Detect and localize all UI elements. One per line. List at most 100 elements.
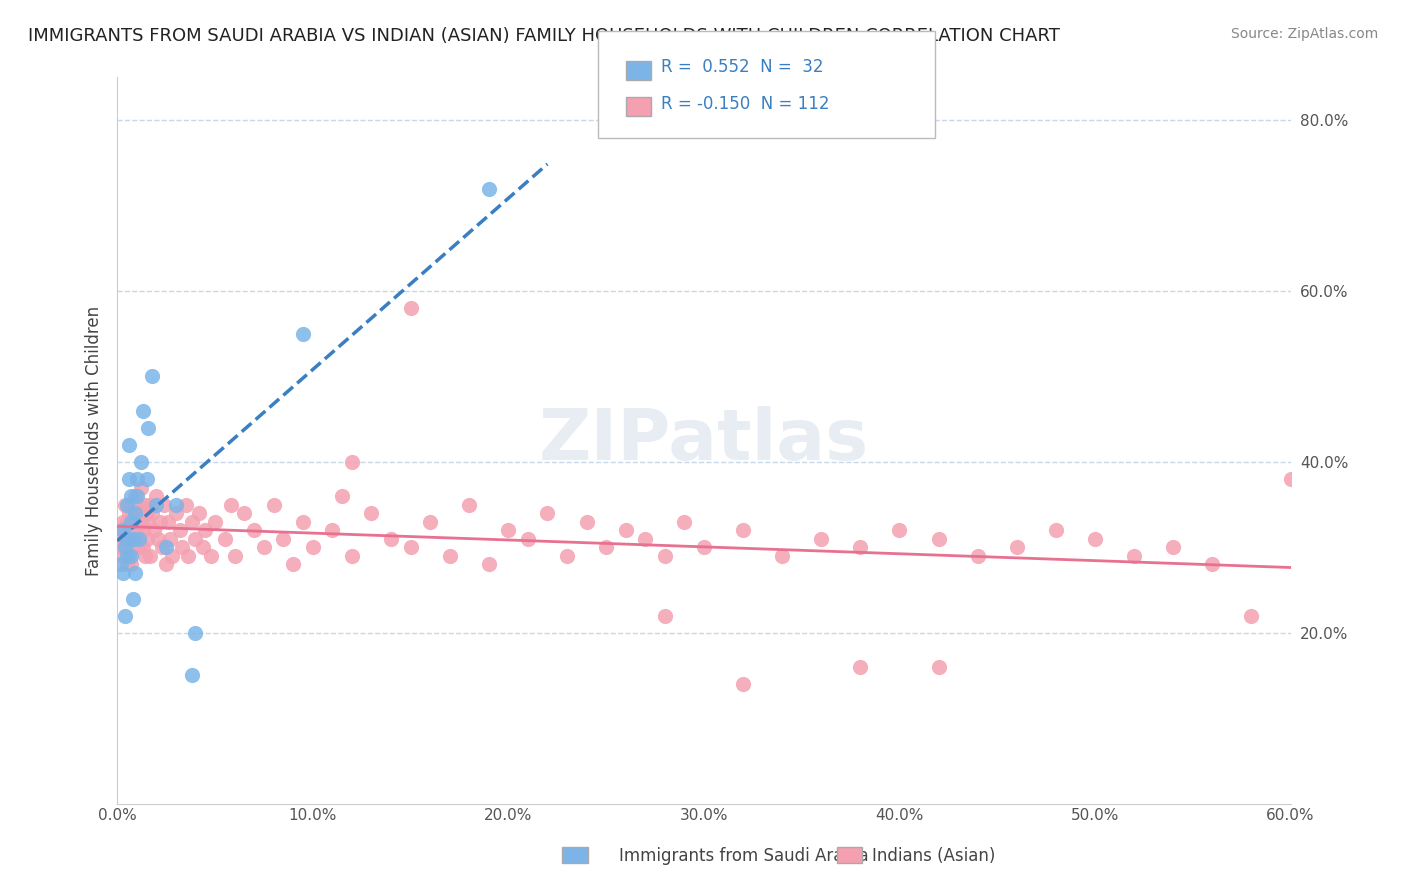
Point — [170, 541, 193, 555]
Point — [169, 523, 191, 537]
Point — [458, 498, 481, 512]
Point — [157, 515, 180, 529]
Point — [131, 523, 153, 537]
Point — [128, 532, 150, 546]
Point — [291, 515, 314, 529]
Point — [188, 506, 211, 520]
Point — [135, 506, 157, 520]
Point — [770, 549, 793, 563]
Point — [1240, 608, 1263, 623]
Point — [155, 541, 177, 555]
Text: Indians (Asian): Indians (Asian) — [872, 847, 995, 865]
Point — [118, 523, 141, 537]
Point — [121, 506, 143, 520]
Point — [165, 506, 187, 520]
Point — [114, 532, 136, 546]
Point — [135, 472, 157, 486]
Point — [112, 515, 135, 529]
Point — [115, 532, 138, 546]
Point — [110, 558, 132, 572]
Point — [112, 523, 135, 537]
Point — [120, 498, 142, 512]
Point — [118, 506, 141, 520]
Point — [478, 558, 501, 572]
Point — [498, 523, 520, 537]
Point — [1201, 558, 1223, 572]
Point — [224, 549, 246, 563]
Point — [180, 668, 202, 682]
Point — [595, 541, 617, 555]
Point — [118, 438, 141, 452]
Text: R =  0.552  N =  32: R = 0.552 N = 32 — [661, 58, 824, 76]
Point — [439, 549, 461, 563]
Point — [810, 532, 832, 546]
Point — [149, 515, 172, 529]
Point — [124, 515, 146, 529]
Point — [253, 541, 276, 555]
Point — [114, 541, 136, 555]
Point — [141, 369, 163, 384]
Point — [340, 549, 363, 563]
Point — [138, 421, 160, 435]
Point — [693, 541, 716, 555]
Point — [340, 455, 363, 469]
Point — [145, 498, 167, 512]
Point — [120, 558, 142, 572]
Point — [125, 472, 148, 486]
Point — [380, 532, 402, 546]
Point — [139, 498, 162, 512]
Point — [849, 541, 872, 555]
Text: ZIPatlas: ZIPatlas — [538, 406, 869, 475]
Point — [112, 549, 135, 563]
Point — [115, 549, 138, 563]
Point — [928, 660, 950, 674]
Point — [1084, 532, 1107, 546]
Point — [176, 549, 198, 563]
Point — [125, 498, 148, 512]
Point — [135, 532, 157, 546]
Point — [193, 541, 215, 555]
Point — [160, 549, 183, 563]
Point — [129, 481, 152, 495]
Point — [138, 515, 160, 529]
Point — [478, 181, 501, 195]
Point — [555, 549, 578, 563]
Point — [330, 489, 353, 503]
Point — [419, 515, 441, 529]
Point — [124, 489, 146, 503]
Point — [321, 523, 343, 537]
Point — [399, 301, 422, 315]
Text: IMMIGRANTS FROM SAUDI ARABIA VS INDIAN (ASIAN) FAMILY HOUSEHOLDS WITH CHILDREN C: IMMIGRANTS FROM SAUDI ARABIA VS INDIAN (… — [28, 27, 1060, 45]
Point — [516, 532, 538, 546]
Point — [233, 506, 256, 520]
Text: R = -0.150  N = 112: R = -0.150 N = 112 — [661, 95, 830, 113]
Point — [131, 541, 153, 555]
Point — [301, 541, 323, 555]
Point — [148, 532, 170, 546]
Point — [110, 541, 132, 555]
Point — [114, 608, 136, 623]
Point — [125, 523, 148, 537]
Point — [115, 515, 138, 529]
Point — [731, 523, 754, 537]
Text: Source: ZipAtlas.com: Source: ZipAtlas.com — [1230, 27, 1378, 41]
Point — [121, 541, 143, 555]
Point — [118, 472, 141, 486]
Point — [399, 541, 422, 555]
Point — [291, 326, 314, 341]
Point — [614, 523, 637, 537]
Point — [124, 506, 146, 520]
Point — [120, 489, 142, 503]
Point — [139, 549, 162, 563]
Point — [129, 515, 152, 529]
Point — [121, 532, 143, 546]
Point — [889, 523, 911, 537]
Point — [155, 558, 177, 572]
Point — [243, 523, 266, 537]
Point — [145, 489, 167, 503]
Point — [654, 549, 676, 563]
Point — [120, 549, 142, 563]
Point — [115, 498, 138, 512]
Point — [1123, 549, 1146, 563]
Point — [1045, 523, 1067, 537]
